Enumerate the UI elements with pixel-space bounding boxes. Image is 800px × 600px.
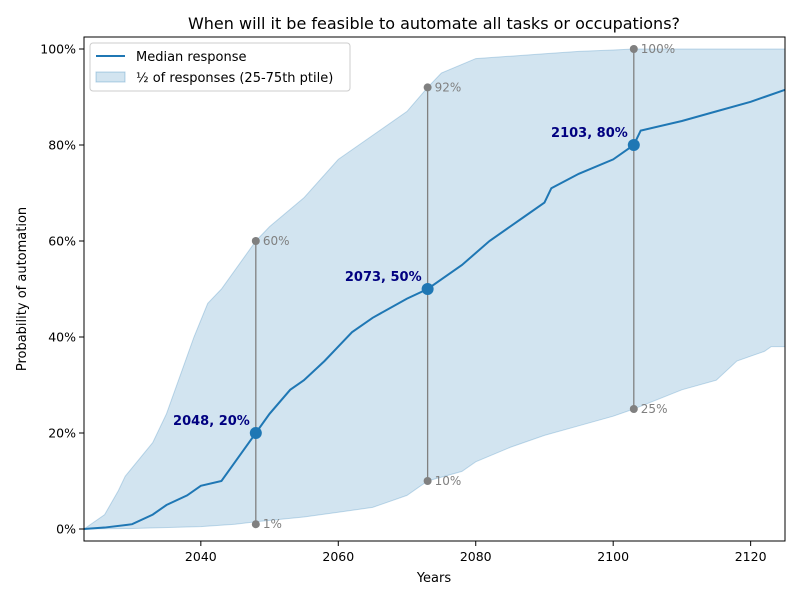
legend: Median response ½ of responses (25-75th … <box>89 42 351 92</box>
high-label-2073: 92% <box>435 80 462 94</box>
y-tick-label-100: 100% <box>40 42 76 57</box>
high-label-2048: 60% <box>263 234 290 248</box>
x-tick-label-2060: 2060 <box>322 549 354 564</box>
low-point-2048 <box>251 520 260 529</box>
legend-band-label: ½ of responses (25-75th ptile) <box>136 71 333 86</box>
high-point-2073 <box>423 83 432 92</box>
x-tick-label-2080: 2080 <box>460 549 492 564</box>
x-tick-label-2120: 2120 <box>735 549 767 564</box>
x-axis-label: Years <box>416 571 452 586</box>
y-axis-label: Probability of automation <box>15 207 30 371</box>
plot-frame <box>83 36 786 542</box>
high-label-2103: 100% <box>641 42 675 56</box>
median-label-2048: 2048, 20% <box>173 414 250 429</box>
high-point-2103 <box>629 45 638 53</box>
median-point-2103 <box>627 139 640 151</box>
low-point-2073 <box>423 477 432 485</box>
median-label-2073: 2073, 50% <box>345 270 422 285</box>
y-tick-label-60: 60% <box>48 234 76 249</box>
median-label-2103: 2103, 80% <box>551 126 628 141</box>
low-label-2048: 1% <box>263 517 282 531</box>
median-point-2048 <box>249 427 262 439</box>
x-tick-label-2040: 2040 <box>185 549 217 564</box>
median-line <box>83 88 786 530</box>
chart-title: When will it be feasible to automate all… <box>188 14 680 33</box>
x-tick-label-2100: 2100 <box>597 549 629 564</box>
y-tick-label-20: 20% <box>48 426 76 441</box>
low-point-2103 <box>629 405 638 413</box>
y-tick-label-40: 40% <box>48 330 76 345</box>
median-point-2073 <box>421 283 434 295</box>
legend-median-label: Median response <box>136 50 246 65</box>
low-label-2073: 10% <box>435 474 462 488</box>
y-tick-label-80: 80% <box>48 138 76 153</box>
high-point-2048 <box>251 237 260 245</box>
y-tick-label-0: 0% <box>56 522 76 537</box>
low-label-2103: 25% <box>641 402 668 416</box>
legend-band-swatch <box>95 71 126 83</box>
